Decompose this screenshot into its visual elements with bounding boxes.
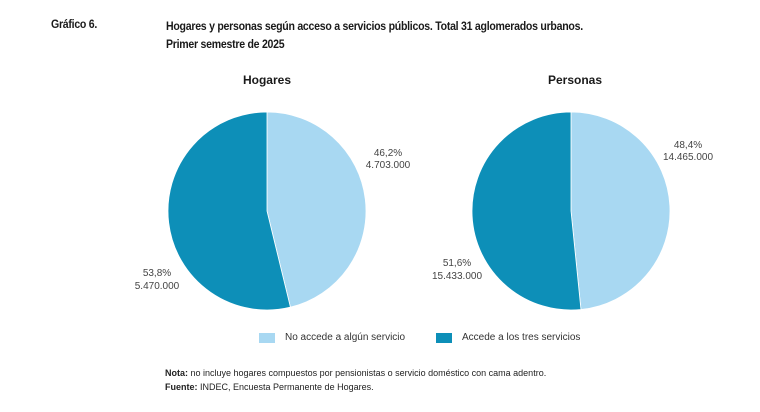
note-label: Nota: <box>165 368 188 378</box>
slice-no-accede-personas <box>570 111 671 310</box>
legend-label-accede: Accede a los tres servicios <box>462 332 581 343</box>
chart-title: Hogares y personas según acceso a servic… <box>166 17 583 53</box>
legend-item-accede: Accede a los tres servicios <box>436 332 580 343</box>
legend-swatch-accede <box>436 332 452 343</box>
label-pct-no-accede-hogares: 46,2% <box>374 148 402 159</box>
label-abs-accede-hogares: 5.470.000 <box>135 281 180 292</box>
pie-title-hogares: Hogares <box>243 73 291 87</box>
slice-accede-hogares <box>167 111 291 311</box>
source-text: INDEC, Encuesta Permanente de Hogares. <box>197 382 374 392</box>
label-pct-no-accede-personas: 48,4% <box>674 140 702 151</box>
chart-title-line2: Primer semestre de 2025 <box>166 37 285 51</box>
chart-title-line1: Hogares y personas según acceso a servic… <box>166 19 583 33</box>
slice-accede-personas <box>471 111 582 311</box>
label-abs-accede-personas: 15.433.000 <box>432 271 482 282</box>
pie-personas: Personas 48,4% 14.465.000 51,6% 15.433.0… <box>432 73 713 311</box>
source-label: Fuente: <box>165 382 198 392</box>
legend-swatch-no-accede <box>259 332 275 343</box>
legend-label-no-accede: No accede a algún servicio <box>285 332 406 343</box>
label-abs-no-accede-personas: 14.465.000 <box>663 152 713 163</box>
label-pct-accede-hogares: 53,8% <box>143 268 171 279</box>
pie-hogares: Hogares 46,2% 4.703.000 53,8% 5.470.000 <box>135 73 411 311</box>
note-text: no incluye hogares compuestos por pensio… <box>188 368 547 378</box>
pie-title-personas: Personas <box>548 73 602 87</box>
footnotes: Nota: no incluye hogares compuestos por … <box>165 366 546 394</box>
legend-item-no-accede: No accede a algún servicio <box>259 332 405 343</box>
label-abs-no-accede-hogares: 4.703.000 <box>366 160 411 171</box>
figure-number: Gráfico 6. <box>51 17 98 31</box>
source-line: Fuente: INDEC, Encuesta Permanente de Ho… <box>165 380 546 394</box>
note-line: Nota: no incluye hogares compuestos por … <box>165 366 546 380</box>
label-pct-accede-personas: 51,6% <box>443 258 471 269</box>
slice-no-accede-hogares <box>266 111 367 308</box>
